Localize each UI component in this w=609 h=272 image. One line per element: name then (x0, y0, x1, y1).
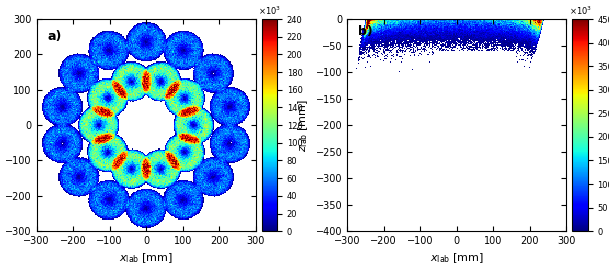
X-axis label: $x_\mathrm{lab}$ [mm]: $x_\mathrm{lab}$ [mm] (119, 252, 173, 265)
Text: a): a) (48, 30, 62, 43)
X-axis label: $x_\mathrm{lab}$ [mm]: $x_\mathrm{lab}$ [mm] (430, 252, 484, 265)
Title: $\times 10^3$: $\times 10^3$ (569, 4, 591, 17)
Text: b): b) (358, 25, 373, 38)
Y-axis label: $z_\mathrm{lab}$ [mm]: $z_\mathrm{lab}$ [mm] (296, 99, 310, 152)
Title: $\times 10^3$: $\times 10^3$ (258, 4, 281, 17)
